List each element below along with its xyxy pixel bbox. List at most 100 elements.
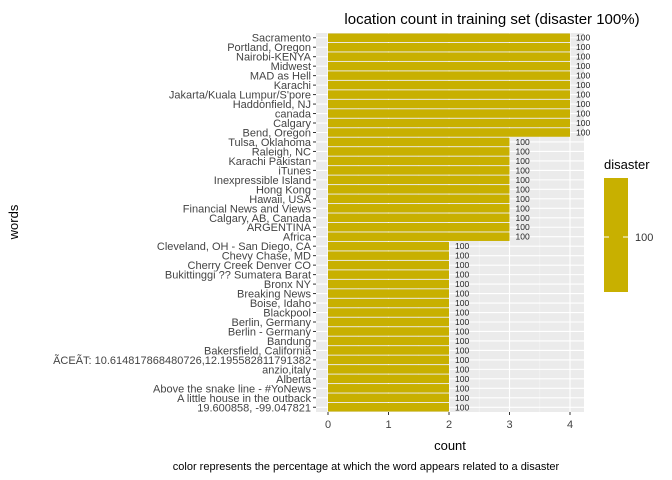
y-tick-label: Blackpool: [263, 308, 311, 320]
y-tick-label: Africa: [283, 232, 312, 244]
bar-data-label: 100: [516, 146, 530, 156]
y-tick-label: canada: [275, 109, 312, 121]
bar-data-label: 100: [516, 194, 530, 204]
bar-data-label: 100: [455, 260, 469, 270]
bar: [328, 156, 510, 166]
bar-data-label: 100: [455, 289, 469, 299]
bar: [328, 298, 449, 308]
bar: [328, 279, 449, 289]
legend: disaster 100: [604, 157, 653, 292]
y-tick-label: Inexpressible Island: [214, 175, 311, 187]
bar-data-label: 100: [516, 184, 530, 194]
bar-data-label: 100: [516, 203, 530, 213]
bar-data-label: 100: [455, 364, 469, 374]
bar: [328, 194, 510, 204]
y-tick-label: Karachi: [274, 80, 311, 92]
bar: [328, 355, 449, 365]
y-tick-label: Financial News and Views: [183, 203, 312, 215]
data-labels-group: 1001001001001001001001001001001001001001…: [455, 33, 590, 413]
bar: [328, 166, 510, 175]
y-tick-label: Above the snake line - #YoNews: [153, 383, 311, 395]
y-tick-label: Tulsa, Oklahoma: [228, 137, 312, 149]
bar: [328, 128, 570, 137]
y-tick-label: Calgary, AB, Canada: [209, 213, 312, 225]
bar: [328, 33, 570, 43]
bar-data-label: 100: [455, 383, 469, 393]
bar: [328, 147, 510, 156]
legend-color-bar: [604, 178, 628, 292]
bar-data-label: 100: [576, 42, 590, 52]
y-tick-label: Bakersfield, California: [204, 345, 312, 357]
x-axis: 0 1 2 3 4: [325, 412, 573, 431]
y-tick-label: Jakarta/Kuala Lumpur/S'pore: [169, 90, 311, 102]
bar: [328, 289, 449, 298]
bar: [328, 308, 449, 317]
bar-data-label: 100: [455, 326, 469, 336]
x-tick-label: 4: [567, 419, 573, 431]
bar: [328, 317, 449, 327]
y-tick-label: Raleigh, NC: [252, 146, 311, 158]
y-tick-label: Haddonfield, NJ: [233, 99, 311, 111]
bar: [328, 61, 570, 71]
bar-data-label: 100: [576, 61, 590, 71]
bar-data-label: 100: [455, 279, 469, 289]
y-tick-label: Berlin, Germany: [232, 317, 312, 329]
bar-data-label: 100: [455, 317, 469, 327]
bar-data-label: 100: [516, 232, 530, 242]
bar-data-label: 100: [516, 222, 530, 232]
y-tick-label: Sacramento: [252, 33, 311, 45]
y-tick-label: ARGENTINA: [247, 222, 312, 234]
y-tick-label: ÃCEÃT: 10.614817868480726,12.19558281179…: [53, 354, 311, 367]
legend-value-label: 100: [635, 232, 653, 244]
bar: [328, 251, 449, 260]
bar: [328, 42, 570, 52]
bar-data-label: 100: [576, 52, 590, 62]
x-tick-label: 1: [385, 419, 391, 431]
bar: [328, 336, 449, 346]
bar-data-label: 100: [455, 251, 469, 261]
bar: [328, 402, 449, 412]
bar-data-label: 100: [576, 127, 590, 137]
bar: [328, 52, 570, 61]
bar: [328, 213, 510, 223]
bar: [328, 90, 570, 99]
x-tick-label: 3: [506, 419, 512, 431]
y-tick-label: Alberta: [276, 374, 312, 386]
bar: [328, 80, 570, 90]
y-tick-label: Chevy Chase, MD: [222, 251, 311, 263]
y-tick-label: Cherry Creek Denver CO: [188, 260, 312, 272]
y-tick-label: 19.600858, -99.047821: [197, 402, 311, 414]
bar: [328, 260, 449, 270]
legend-title: disaster: [604, 157, 650, 172]
y-tick-label: Karachi Pakistan: [228, 156, 311, 168]
bar-data-label: 100: [576, 71, 590, 81]
y-tick-label: Nairobi-KENYA: [236, 52, 312, 64]
bar: [328, 109, 570, 118]
bar-data-label: 100: [516, 165, 530, 175]
y-tick-label: anzio,italy: [262, 364, 311, 376]
bar-data-label: 100: [576, 118, 590, 128]
y-tick-label: Portland, Oregon: [227, 42, 311, 54]
bar-data-label: 100: [576, 99, 590, 109]
bar: [328, 204, 510, 213]
bar-data-label: 100: [455, 308, 469, 318]
bar-data-label: 100: [576, 33, 590, 43]
bar-data-label: 100: [516, 175, 530, 185]
y-tick-label: Berlin - Germany: [228, 326, 312, 338]
bar-data-label: 100: [455, 355, 469, 365]
y-axis-label: words: [6, 204, 21, 240]
bar: [328, 99, 570, 109]
bar: [328, 327, 449, 336]
y-tick-label: Hawaii, USA: [249, 194, 311, 206]
bars-group: [328, 33, 570, 412]
bar: [328, 232, 510, 241]
y-tick-label: Calgary: [273, 118, 311, 130]
x-axis-label: count: [434, 438, 466, 453]
bar: [328, 71, 570, 80]
bar: [328, 175, 510, 185]
bar-data-label: 100: [455, 393, 469, 403]
bar-data-label: 100: [455, 336, 469, 346]
bar-data-label: 100: [576, 80, 590, 90]
bar-data-label: 100: [455, 298, 469, 308]
